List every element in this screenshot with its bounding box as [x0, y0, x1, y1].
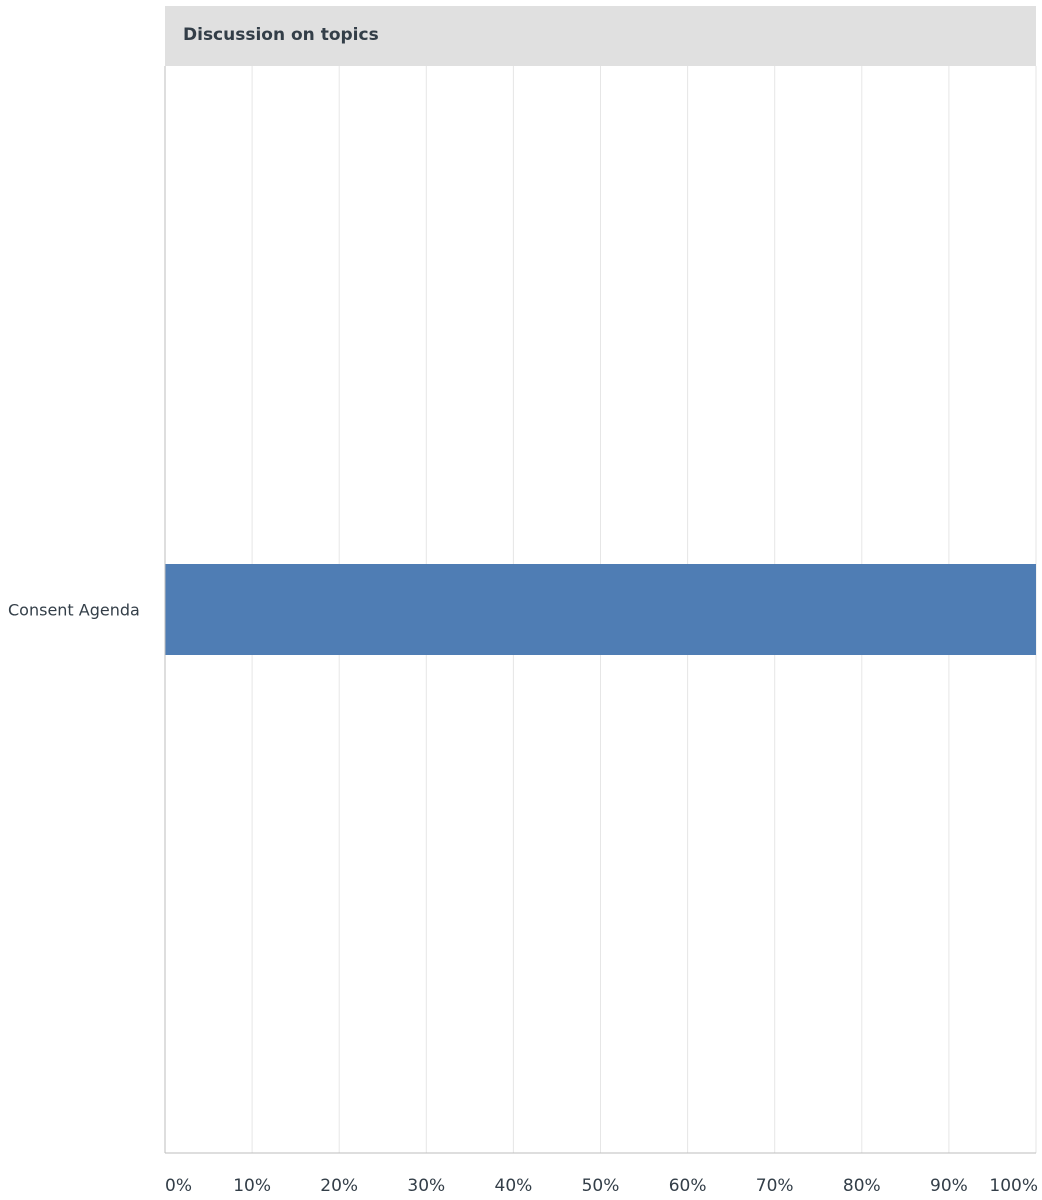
legend-series-label: Discussion on topics — [183, 25, 379, 45]
x-tick-label: 100% — [989, 1176, 1038, 1196]
x-tick-label: 0% — [165, 1176, 192, 1196]
x-tick-label: 20% — [320, 1176, 358, 1196]
bar-consent-agenda — [165, 564, 1036, 655]
x-tick-label: 10% — [233, 1176, 271, 1196]
x-tick-label: 70% — [756, 1176, 794, 1196]
x-tick-label: 40% — [495, 1176, 533, 1196]
x-tick-label: 90% — [930, 1176, 968, 1196]
x-tick-label: 80% — [843, 1176, 881, 1196]
x-tick-label: 60% — [669, 1176, 707, 1196]
x-tick-label: 50% — [582, 1176, 620, 1196]
legend-header: Discussion on topics — [165, 6, 1036, 66]
x-tick-label: 30% — [407, 1176, 445, 1196]
category-label: Consent Agenda — [8, 601, 140, 620]
